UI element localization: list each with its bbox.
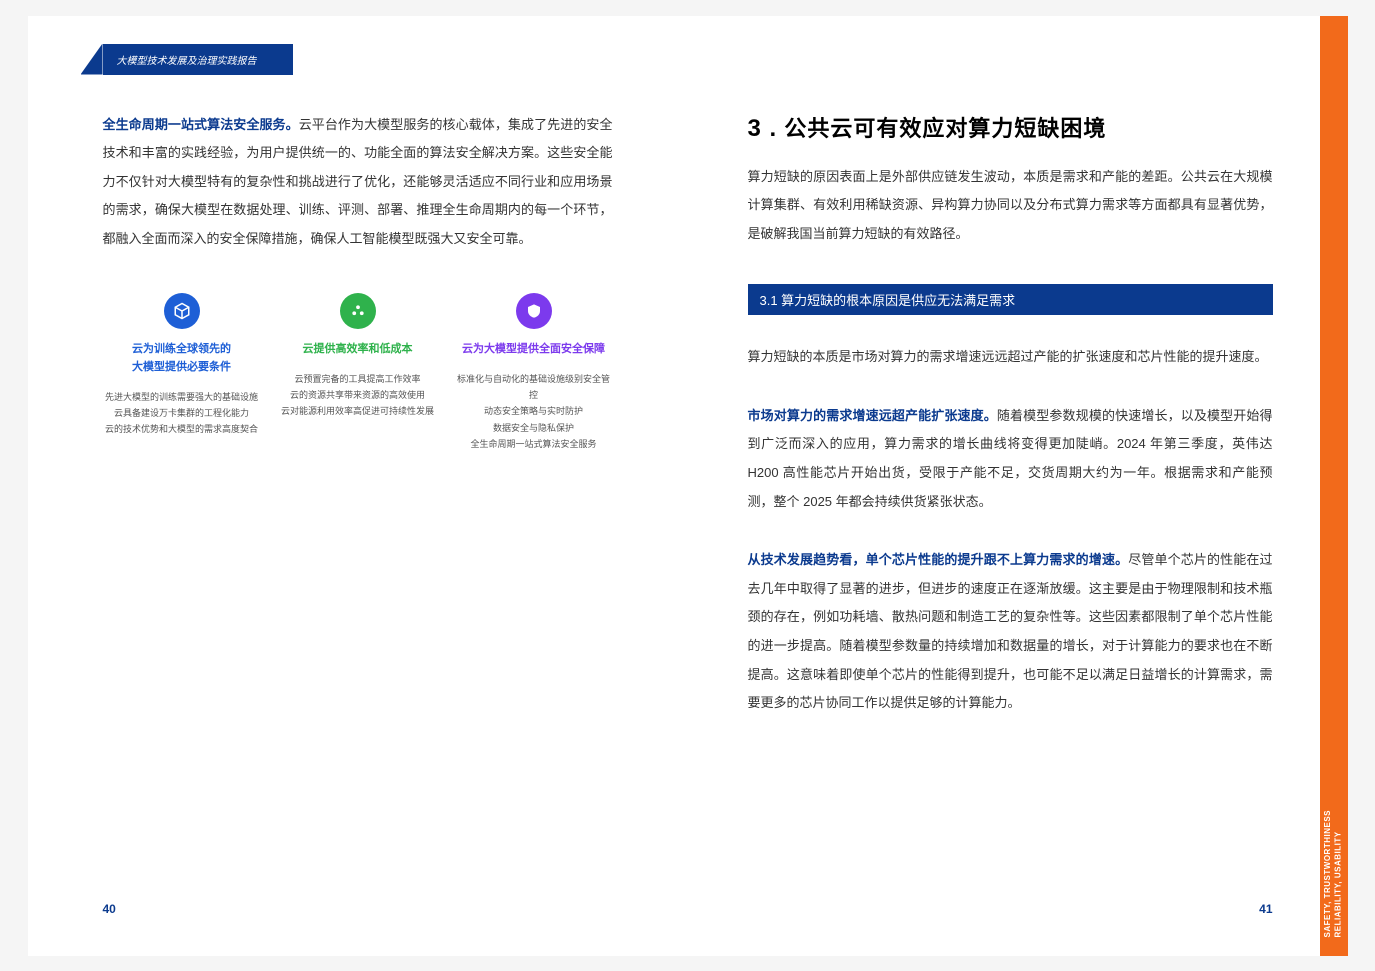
para-3-text: 尽管单个芯片的性能在过去几年中取得了显著的进步，但进步的速度正在逐渐放缓。这主要…: [748, 552, 1273, 710]
column-2-desc: 云预置完备的工具提高工作效率 云的资源共享带来资源的高效使用 云对能源利用效率高…: [279, 371, 437, 420]
para-3: 从技术发展趋势看，单个芯片性能的提升跟不上算力需求的增速。尽管单个芯片的性能在过…: [748, 546, 1273, 718]
shield-icon: [516, 293, 552, 329]
page-spread: 大模型技术发展及治理实践报告 全生命周期一站式算法安全服务。云平台作为大模型服务…: [28, 16, 1348, 956]
cube-icon: [164, 293, 200, 329]
column-1-title: 云为训练全球领先的 大模型提供必要条件: [103, 341, 261, 376]
left-content: 全生命周期一站式算法安全服务。云平台作为大模型服务的核心载体，集成了先进的安全技…: [28, 16, 688, 453]
column-3-desc: 标准化与自动化的基础设施级别安全管控 动态安全策略与实时防护 数据安全与隐私保护…: [455, 371, 613, 452]
right-intro: 算力短缺的原因表面上是外部供应链发生波动，本质是需求和产能的差距。公共云在大规模…: [748, 163, 1273, 249]
right-body: 算力短缺的本质是市场对算力的需求增速远远超过产能的扩张速度和芯片性能的提升速度。…: [748, 343, 1273, 718]
page-number-left: 40: [103, 902, 116, 916]
three-columns: 云为训练全球领先的 大模型提供必要条件 先进大模型的训练需要强大的基础设施 云具…: [103, 293, 613, 452]
page-left: 大模型技术发展及治理实践报告 全生命周期一站式算法安全服务。云平台作为大模型服务…: [28, 16, 688, 956]
para-2-bold: 市场对算力的需求增速远超产能扩张速度。: [748, 408, 997, 423]
recycle-icon: [340, 293, 376, 329]
left-lead-paragraph: 全生命周期一站式算法安全服务。云平台作为大模型服务的核心载体，集成了先进的安全技…: [103, 111, 613, 254]
side-tab-text: SAFETY, TRUSTWORTHINESS RELIABILITY, USA…: [1323, 810, 1344, 938]
column-2: 云提供高效率和低成本 云预置完备的工具提高工作效率 云的资源共享带来资源的高效使…: [279, 293, 437, 452]
header-title-bar: 大模型技术发展及治理实践报告: [103, 44, 293, 75]
column-3-title: 云为大模型提供全面安全保障: [455, 341, 613, 359]
page-right: 3 . 公共云可有效应对算力短缺困境 算力短缺的原因表面上是外部供应链发生波动，…: [688, 16, 1348, 956]
subsection-bar: 3.1 算力短缺的根本原因是供应无法满足需求: [748, 284, 1273, 315]
column-1: 云为训练全球领先的 大模型提供必要条件 先进大模型的训练需要强大的基础设施 云具…: [103, 293, 261, 452]
page-number-right: 41: [1259, 902, 1272, 916]
heading-number: 3 .: [748, 115, 778, 142]
side-tab: SAFETY, TRUSTWORTHINESS RELIABILITY, USA…: [1320, 16, 1348, 956]
right-content: 3 . 公共云可有效应对算力短缺困境 算力短缺的原因表面上是外部供应链发生波动，…: [688, 16, 1348, 718]
column-1-desc: 先进大模型的训练需要强大的基础设施 云具备建设万卡集群的工程化能力 云的技术优势…: [103, 389, 261, 438]
column-3: 云为大模型提供全面安全保障 标准化与自动化的基础设施级别安全管控 动态安全策略与…: [455, 293, 613, 452]
column-2-title: 云提供高效率和低成本: [279, 341, 437, 359]
left-lead-text: 云平台作为大模型服务的核心载体，集成了先进的安全技术和丰富的实践经验，为用户提供…: [103, 117, 613, 246]
para-2: 市场对算力的需求增速远超产能扩张速度。随着模型参数规模的快速增长，以及模型开始得…: [748, 402, 1273, 516]
section-heading: 3 . 公共云可有效应对算力短缺困境: [748, 111, 1273, 143]
header-title: 大模型技术发展及治理实践报告: [117, 56, 257, 67]
left-lead-bold: 全生命周期一站式算法安全服务。: [103, 117, 299, 132]
para-1: 算力短缺的本质是市场对算力的需求增速远远超过产能的扩张速度和芯片性能的提升速度。: [748, 343, 1273, 372]
para-3-bold: 从技术发展趋势看，单个芯片性能的提升跟不上算力需求的增速。: [748, 552, 1129, 567]
heading-text: 公共云可有效应对算力短缺困境: [784, 116, 1106, 141]
